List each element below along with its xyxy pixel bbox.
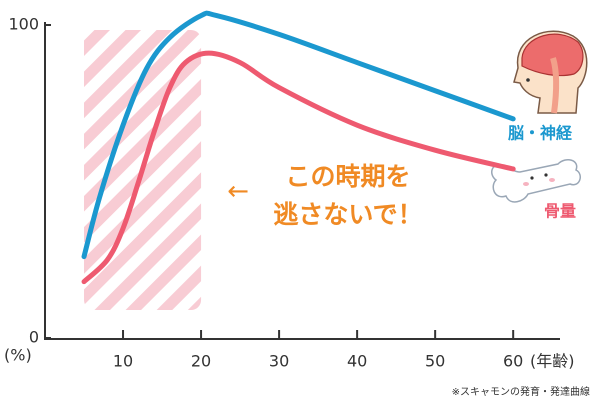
legend-label: 脳・神経 (508, 124, 573, 143)
x-axis-label: (年齢) (530, 352, 575, 371)
y-tick-label: 0 (29, 328, 39, 347)
series-line (81, 10, 516, 260)
x-tick-label: 20 (191, 352, 211, 371)
x-tick-label: 40 (347, 352, 367, 371)
note: ※スキャモンの発育・発達曲線 (452, 385, 590, 398)
y-tick-label: 100 (8, 15, 39, 34)
x-tick-label: 50 (425, 352, 445, 371)
series-line (81, 50, 516, 285)
legend-label: 骨量 (544, 202, 576, 221)
x-tick-label: 10 (113, 352, 133, 371)
annotation: この時期を逃さないで！ (273, 162, 422, 229)
annotation-arrow: ← (227, 177, 249, 207)
y-axis-label: (%) (4, 346, 32, 365)
x-tick-label: 60 (503, 352, 523, 371)
x-tick-label: 30 (269, 352, 289, 371)
brain-illustration (513, 30, 588, 114)
